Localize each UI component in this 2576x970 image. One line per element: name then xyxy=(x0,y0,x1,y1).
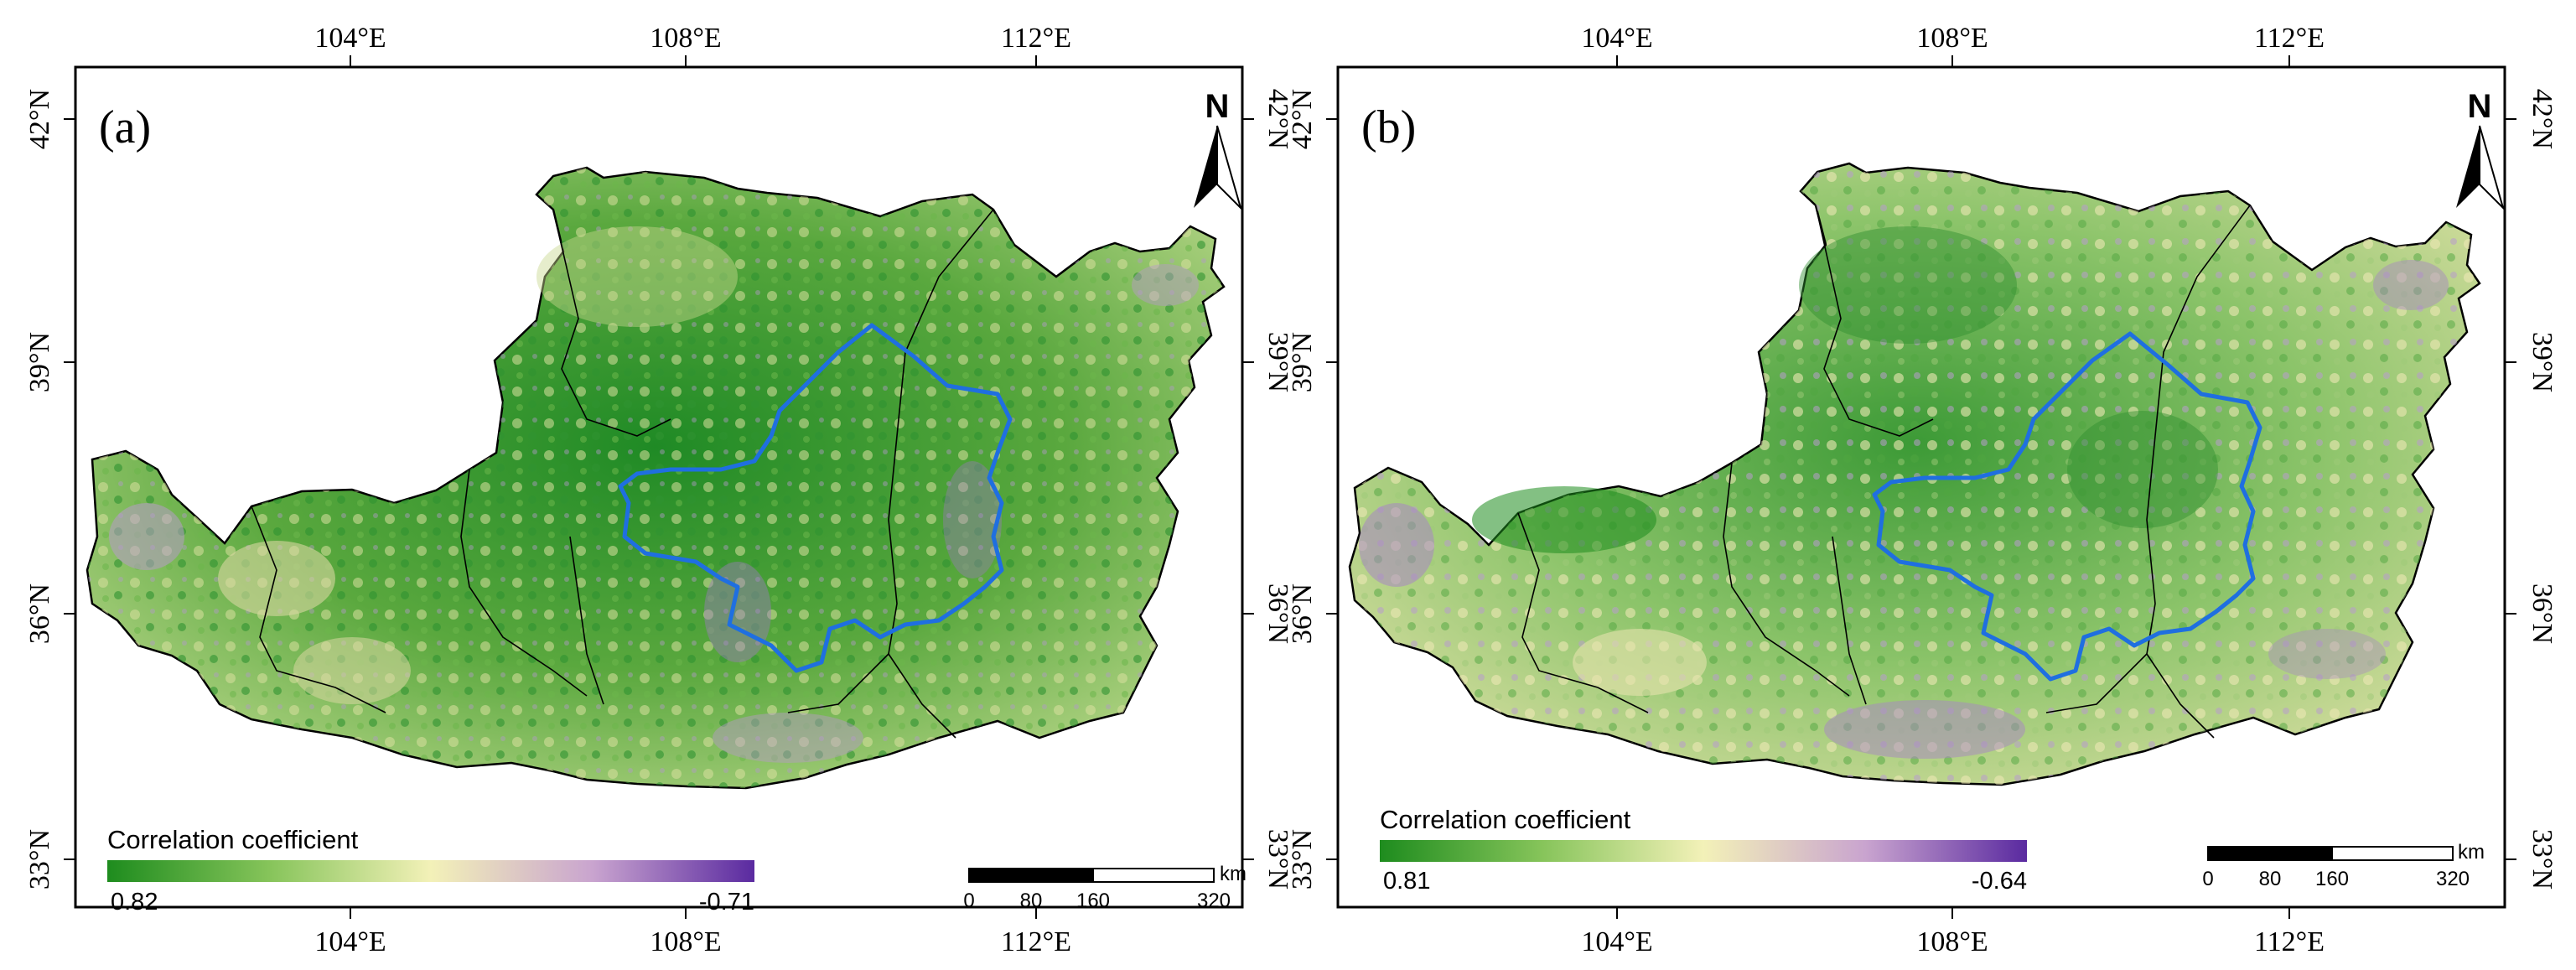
scale-bar: km 0 80 160 320 xyxy=(963,863,1247,912)
top-ticks xyxy=(64,55,1254,919)
right-label-39: 39°N xyxy=(2527,332,2558,392)
right-label-39: 39°N xyxy=(1262,332,1288,392)
region-raster xyxy=(1348,162,2481,786)
ticks xyxy=(1326,55,2516,919)
basin-boundary xyxy=(1872,331,2262,682)
legend-title: Correlation coefficient xyxy=(1380,805,1631,834)
basin-boundary xyxy=(618,323,1013,673)
legend-colorbar xyxy=(107,860,754,882)
bottom-label-112: 112°E xyxy=(2254,926,2325,957)
left-label-42: 42°N xyxy=(24,89,55,149)
scale-tick-80: 80 xyxy=(2259,868,2282,890)
north-arrow-icon: N xyxy=(2456,88,2506,211)
bottom-label-108: 108°E xyxy=(1916,926,1988,957)
map-frame xyxy=(1336,65,2506,909)
scale-tick-320: 320 xyxy=(1197,890,1231,912)
top-label-108: 108°E xyxy=(650,23,721,54)
legend-min: -0.64 xyxy=(1972,868,2027,895)
legend: Correlation coefficient 0.82 -0.71 xyxy=(107,825,754,916)
legend-colorbar xyxy=(1380,840,2027,862)
legend-title: Correlation coefficient xyxy=(107,825,359,854)
panel-label: (b) xyxy=(1361,101,1416,153)
top-label-112: 112°E xyxy=(1001,23,1071,54)
legend: Correlation coefficient 0.81 -0.64 xyxy=(1380,805,2027,895)
province-boundaries xyxy=(251,209,994,739)
left-label-39: 39°N xyxy=(24,332,55,392)
bottom-label-108: 108°E xyxy=(650,926,721,957)
scale-bar: km 0 80 160 320 xyxy=(2202,841,2485,890)
scale-unit: km xyxy=(2458,841,2485,864)
left-label-36: 36°N xyxy=(24,584,55,644)
scale-unit: km xyxy=(1220,863,1247,885)
map-a: 104°E 108°E 112°E 104°E 108°E 112°E 42°N… xyxy=(24,23,1288,957)
legend-min: -0.71 xyxy=(699,889,754,916)
right-label-33: 33°N xyxy=(1262,829,1288,890)
panel-label: (a) xyxy=(99,101,151,153)
top-label-104: 104°E xyxy=(314,23,386,54)
bottom-label-104: 104°E xyxy=(1581,926,1652,957)
scale-tick-0: 0 xyxy=(2202,868,2213,890)
north-label: N xyxy=(1205,88,1230,125)
north-arrow-icon: N xyxy=(1194,88,1243,211)
scale-tick-0: 0 xyxy=(963,890,974,912)
province-boundaries xyxy=(1517,205,2251,739)
left-label-33: 33°N xyxy=(1288,829,1318,890)
region-raster xyxy=(86,166,1226,790)
panel-b: 104°E 108°E 112°E 104°E 108°E 112°E 42°N… xyxy=(1288,0,2576,970)
right-label-42: 42°N xyxy=(2527,89,2558,149)
right-label-36: 36°N xyxy=(1262,584,1288,644)
top-label-112: 112°E xyxy=(2254,23,2325,54)
left-label-42: 42°N xyxy=(1288,89,1318,149)
left-label-36: 36°N xyxy=(1288,584,1318,644)
right-label-42: 42°N xyxy=(1262,89,1288,149)
map-frame xyxy=(74,65,1244,909)
map-b: 104°E 108°E 112°E 104°E 108°E 112°E 42°N… xyxy=(1288,23,2558,957)
panel-a: 104°E 108°E 112°E 104°E 108°E 112°E 42°N… xyxy=(24,23,1288,957)
legend-max: 0.81 xyxy=(1383,868,1430,895)
bottom-label-104: 104°E xyxy=(314,926,386,957)
left-label-39: 39°N xyxy=(1288,332,1318,392)
scale-tick-160: 160 xyxy=(2315,868,2349,890)
legend-max: 0.82 xyxy=(111,889,158,916)
scale-tick-80: 80 xyxy=(1020,890,1043,912)
right-label-36: 36°N xyxy=(2527,584,2558,644)
scale-tick-160: 160 xyxy=(1076,890,1110,912)
left-label-33: 33°N xyxy=(24,829,55,890)
north-label: N xyxy=(2468,88,2492,125)
top-label-104: 104°E xyxy=(1581,23,1652,54)
bottom-label-112: 112°E xyxy=(1001,926,1071,957)
scale-tick-320: 320 xyxy=(2436,868,2470,890)
top-label-108: 108°E xyxy=(1916,23,1988,54)
right-label-33: 33°N xyxy=(2527,829,2558,890)
